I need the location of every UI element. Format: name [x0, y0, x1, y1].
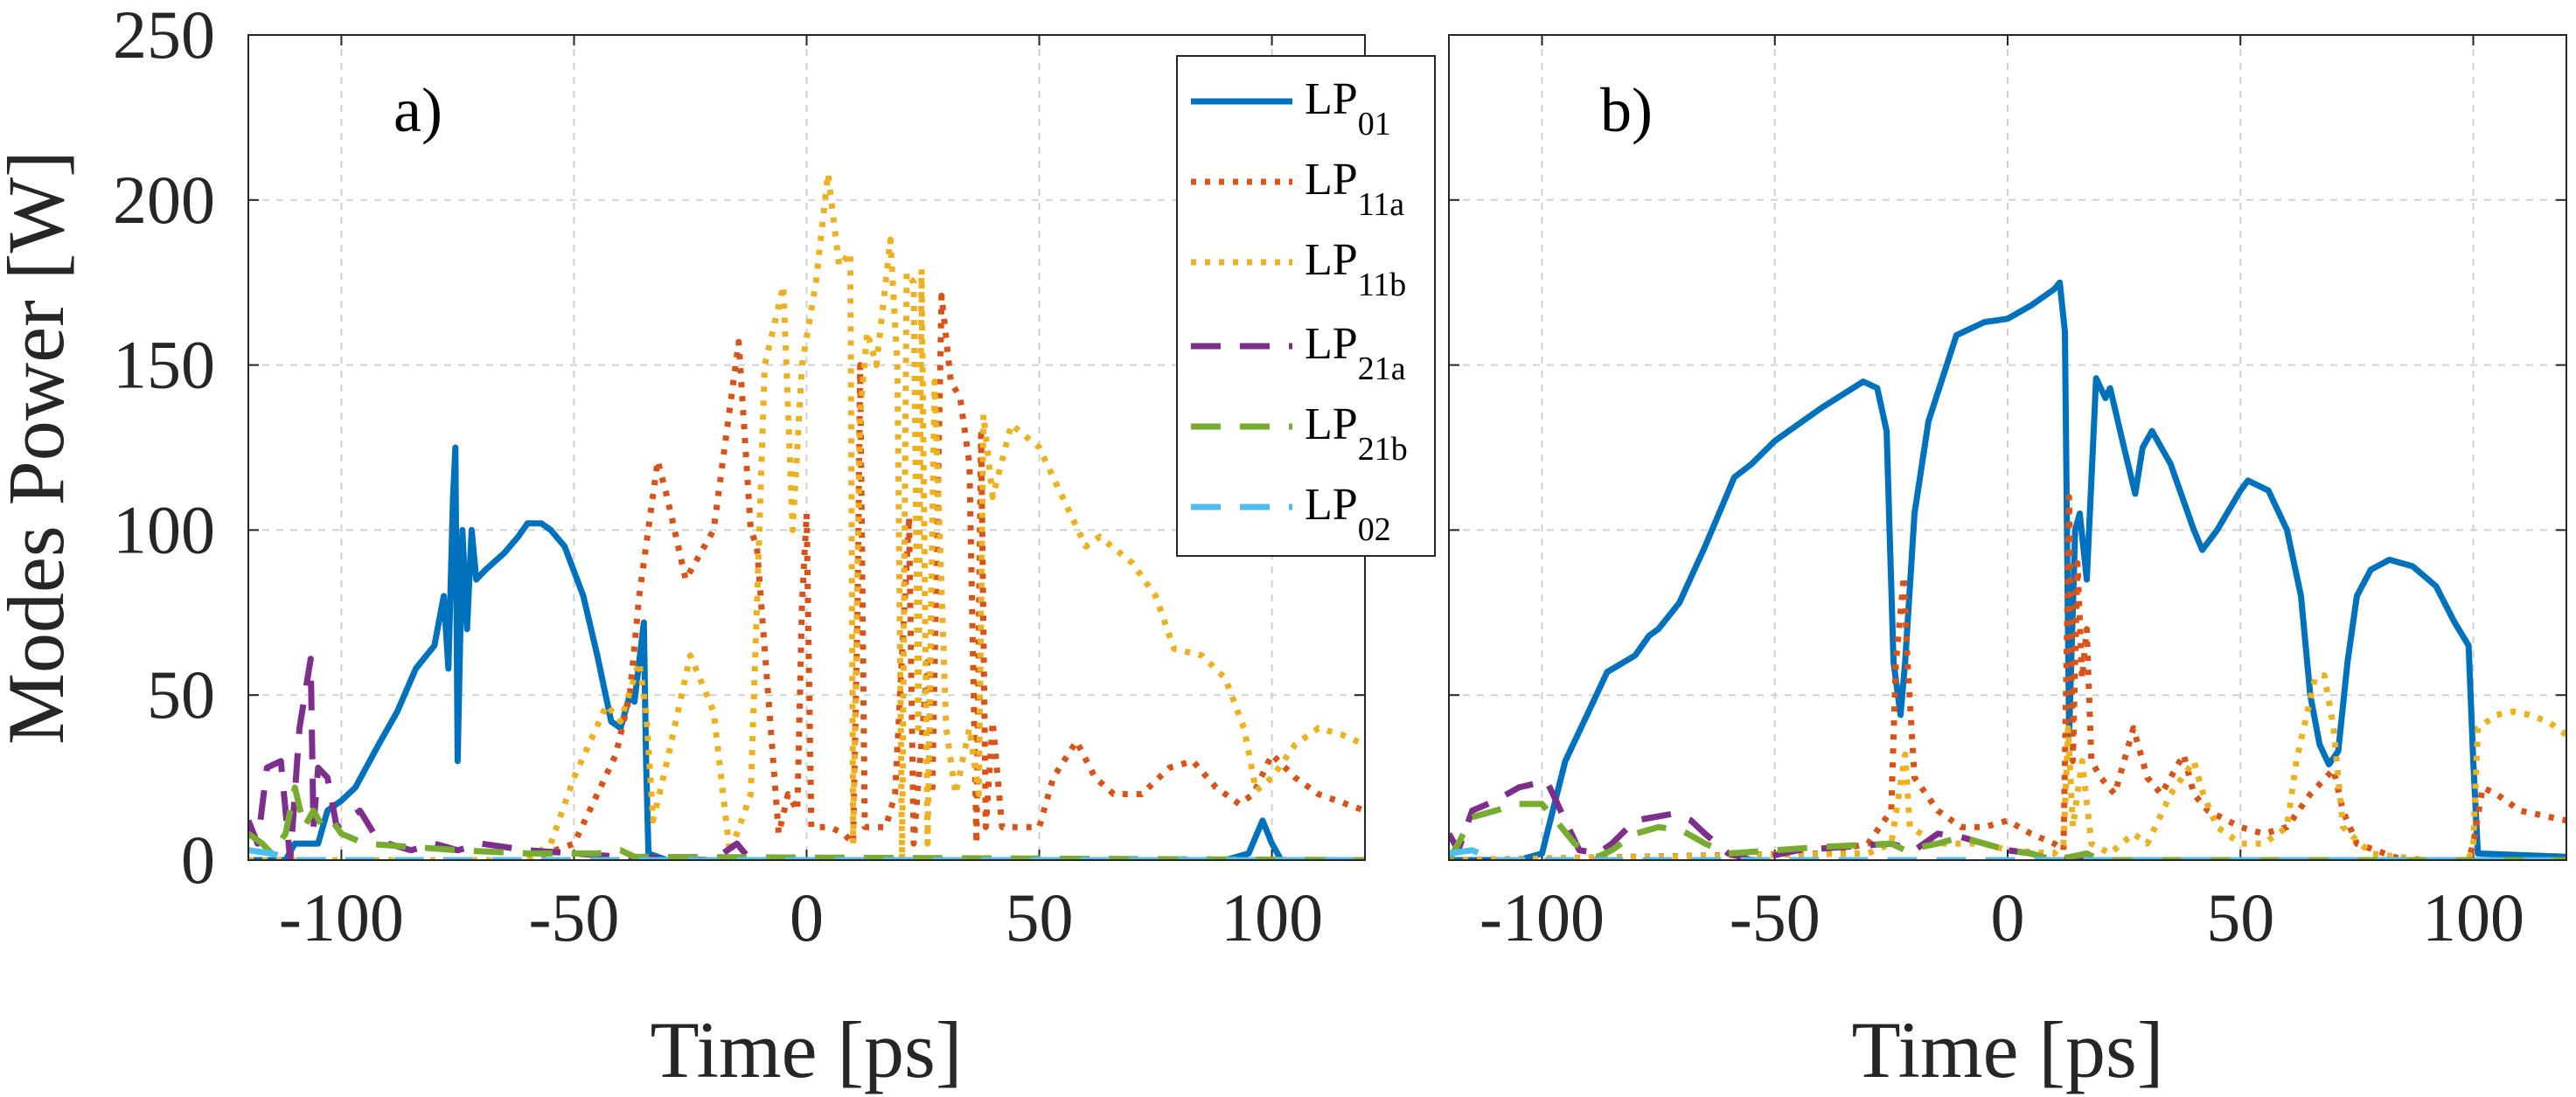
y-tick-label: 100: [113, 491, 215, 567]
y-tick-label: 200: [113, 162, 215, 238]
series-line-lp21b: [248, 784, 1365, 860]
series-line-lp02: [1449, 847, 2566, 860]
panel-label-b: b): [1600, 75, 1653, 145]
x-tick-label: 50: [1006, 879, 1074, 955]
series-line-lp11a: [1449, 494, 2566, 860]
legend-label: LP21b: [1305, 399, 1408, 468]
legend-entry-lp21b: LP21b: [1191, 399, 1408, 468]
axes-frame: [1448, 34, 2567, 861]
x-tick-label: 100: [2422, 879, 2524, 955]
x-tick-label: 0: [790, 879, 824, 955]
axes-b: -100 -50 0 50 100: [1448, 34, 2567, 955]
series-line-lp01: [248, 444, 1365, 860]
legend-entry-lp02: LP02: [1191, 480, 1391, 548]
x-tick-label: 50: [2206, 879, 2274, 955]
y-tick-label: 150: [113, 327, 215, 403]
x-axis-label-a: Time [ps]: [651, 1005, 963, 1094]
legend-entry-lp21a: LP21a: [1191, 319, 1406, 387]
y-tick-label: 0: [181, 822, 215, 898]
x-tick-label: -100: [279, 879, 404, 955]
legend-entry-lp11a: LP11a: [1191, 155, 1404, 223]
legend-label: LP02: [1305, 480, 1391, 548]
series-line-lp11b: [1449, 672, 2566, 860]
x-tick-label: 0: [1991, 879, 2025, 955]
x-tick-label: -50: [528, 879, 619, 955]
panel-label-a: a): [393, 75, 442, 145]
x-tick-label: 100: [1221, 879, 1323, 955]
legend-label: LP11a: [1305, 155, 1404, 223]
series-line-lp21b: [1449, 801, 2566, 860]
legend-label: LP11b: [1305, 235, 1406, 303]
series-line-lp02: [248, 847, 1365, 860]
y-tick-label: 50: [147, 656, 215, 732]
y-tick-label: 250: [113, 0, 215, 73]
legend-label: LP01: [1305, 74, 1391, 142]
series-line-lp01: [1449, 279, 2566, 860]
legend-entry-lp01: LP01: [1191, 74, 1391, 142]
x-tick-label: -50: [1730, 879, 1821, 955]
x-axis-label-b: Time [ps]: [1852, 1005, 2164, 1094]
y-axis-label: Modes Power [W]: [0, 150, 80, 745]
series-line-lp11b: [248, 170, 1365, 860]
legend: LP01 LP11a LP11b LP21a LP21b LP02: [1176, 55, 1436, 557]
legend-label: LP21a: [1305, 319, 1406, 387]
x-tick-label: -100: [1479, 879, 1605, 955]
legend-entry-lp11b: LP11b: [1191, 235, 1406, 303]
